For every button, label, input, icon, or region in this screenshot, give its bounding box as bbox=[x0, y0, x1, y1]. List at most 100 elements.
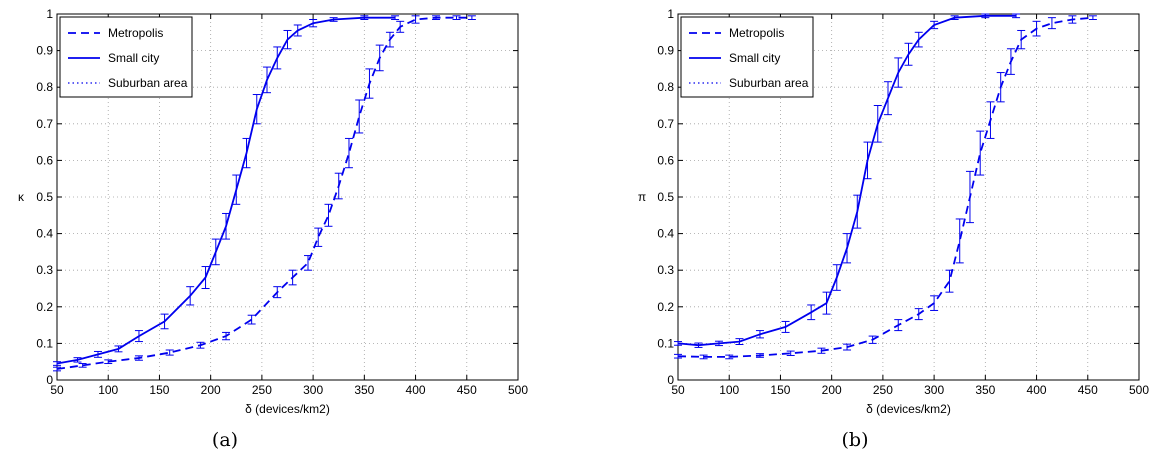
error-bar bbox=[196, 341, 205, 349]
error-bar bbox=[986, 101, 995, 139]
error-bar bbox=[93, 350, 102, 358]
series-line-metropolis bbox=[678, 16, 1093, 358]
error-bar bbox=[344, 137, 353, 169]
error-bar bbox=[694, 342, 703, 348]
error-bar bbox=[996, 72, 1005, 103]
error-bar bbox=[832, 264, 841, 291]
error-bar bbox=[894, 57, 903, 88]
error-bar bbox=[396, 20, 405, 33]
error-bar bbox=[309, 18, 318, 28]
y-tick-label: 0.7 bbox=[36, 117, 53, 131]
error-bar bbox=[104, 359, 113, 365]
y-tick-label: 1 bbox=[667, 7, 674, 21]
legend: Metropolis Small city Suburban area bbox=[680, 16, 814, 98]
error-bar bbox=[755, 353, 764, 358]
x-tick-label: 200 bbox=[822, 383, 842, 397]
error-bar bbox=[273, 286, 282, 299]
chart-panel-a: 50 100 150 200 250 300 350 400 450 500 0 0.1 0.2 0.3 0… bbox=[18, 7, 528, 451]
error-bar bbox=[263, 66, 272, 94]
error-bar bbox=[930, 20, 939, 30]
error-bar bbox=[955, 218, 964, 264]
legend-box bbox=[680, 16, 814, 98]
legend-box bbox=[59, 16, 193, 98]
error-bar bbox=[73, 357, 82, 363]
error-bar bbox=[781, 320, 790, 333]
error-bar bbox=[329, 17, 338, 22]
y-tick-label: 0.8 bbox=[657, 80, 674, 94]
x-tick-label: 350 bbox=[975, 383, 995, 397]
series-line-metropolis bbox=[57, 16, 472, 370]
error-bar bbox=[134, 355, 143, 361]
error-bar bbox=[674, 341, 682, 346]
error-bar bbox=[303, 255, 312, 271]
x-tick-label: 350 bbox=[354, 383, 374, 397]
error-bar bbox=[930, 295, 939, 311]
error-bar bbox=[452, 15, 461, 20]
x-tick-label: 500 bbox=[508, 383, 528, 397]
y-tick-label: 0.6 bbox=[36, 153, 53, 167]
error-bar bbox=[714, 340, 723, 347]
error-bar bbox=[186, 286, 195, 306]
error-bar bbox=[288, 269, 297, 286]
y-tick-label: 0.1 bbox=[36, 336, 53, 350]
legend-label: Metropolis bbox=[729, 26, 784, 40]
y-tick-label: 0.6 bbox=[657, 153, 674, 167]
error-bar bbox=[467, 15, 476, 20]
legend-label: Small city bbox=[108, 51, 159, 65]
error-bar bbox=[1017, 29, 1026, 50]
error-bar bbox=[391, 15, 400, 20]
x-tick-label: 500 bbox=[1129, 383, 1149, 397]
error-bar bbox=[242, 137, 251, 169]
y-tick-label: 0.5 bbox=[657, 190, 674, 204]
error-bar bbox=[324, 203, 333, 227]
legend: Metropolis Small city Suburban area bbox=[59, 16, 193, 98]
x-tick-label: 250 bbox=[873, 383, 893, 397]
error-bar bbox=[945, 269, 954, 293]
y-tick-label: 0.5 bbox=[36, 190, 53, 204]
x-tick-label: 250 bbox=[252, 383, 272, 397]
error-bar bbox=[755, 330, 764, 339]
x-tick-label: 150 bbox=[770, 383, 790, 397]
error-bar bbox=[725, 354, 734, 360]
error-bar bbox=[853, 194, 862, 229]
x-tick-label: 50 bbox=[671, 383, 685, 397]
error-bar bbox=[53, 366, 61, 372]
error-bar bbox=[904, 42, 913, 66]
error-bar bbox=[360, 15, 369, 20]
error-bar bbox=[314, 227, 323, 247]
error-bar bbox=[965, 170, 974, 224]
y-tick-label: 0.8 bbox=[36, 80, 53, 94]
error-bar bbox=[843, 233, 852, 264]
error-bar bbox=[114, 345, 123, 353]
error-bar bbox=[134, 330, 143, 343]
error-bar bbox=[674, 353, 682, 359]
y-tick-label: 1 bbox=[46, 7, 53, 21]
error-bar bbox=[735, 338, 744, 345]
error-bar bbox=[699, 354, 708, 360]
error-bar bbox=[252, 94, 261, 125]
y-tick-label: 0.4 bbox=[36, 227, 53, 241]
error-bar bbox=[201, 266, 210, 289]
error-bar bbox=[1047, 17, 1056, 30]
x-tick-label: 450 bbox=[457, 383, 477, 397]
error-bar bbox=[273, 46, 282, 70]
error-bar bbox=[365, 68, 374, 99]
error-bar bbox=[786, 350, 795, 356]
chart-panel-b: 50 100 150 200 250 300 350 400 450 500 0 0.1 0.2 0.3 0… bbox=[638, 7, 1149, 451]
y-axis-label: κ bbox=[18, 190, 25, 204]
x-tick-label: 50 bbox=[50, 383, 64, 397]
y-tick-label: 0.1 bbox=[657, 336, 674, 350]
x-tick-label: 450 bbox=[1078, 383, 1098, 397]
error-bar bbox=[211, 238, 220, 266]
error-bar bbox=[868, 335, 877, 344]
error-bar bbox=[247, 314, 256, 325]
x-tick-label: 100 bbox=[719, 383, 739, 397]
y-tick-label: 0.4 bbox=[657, 227, 674, 241]
y-tick-label: 0.7 bbox=[657, 117, 674, 131]
y-tick-label: 0.3 bbox=[657, 263, 674, 277]
error-bar bbox=[283, 29, 292, 50]
error-bar bbox=[385, 31, 394, 48]
error-bar bbox=[894, 319, 903, 332]
x-tick-label: 300 bbox=[303, 383, 323, 397]
